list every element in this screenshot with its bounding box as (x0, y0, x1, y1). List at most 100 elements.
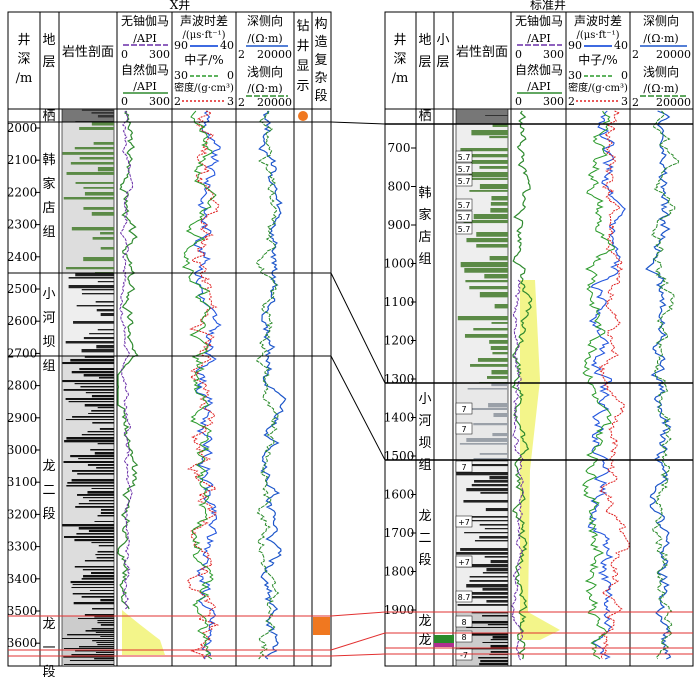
lithology-bed (97, 407, 114, 409)
sub-strata-box (455, 422, 473, 435)
lithology-bed (81, 109, 114, 111)
strata-label-char: 龙 (42, 617, 55, 632)
gamma-scale-min: 0 (121, 48, 128, 61)
sub-strata-label: 8.7 (458, 593, 471, 602)
lithology-bed (94, 452, 114, 455)
strata-label-char: 栖 (418, 109, 431, 124)
shallow-resistivity-curve (255, 110, 280, 660)
sub-strata-header-text: 层 (436, 55, 449, 70)
lithology-bed (457, 564, 508, 568)
strata-label-char: 小 (42, 287, 55, 302)
density-scale-max: 3 (621, 95, 628, 108)
strata-label-char: 组 (42, 225, 55, 240)
depth-tick-label: 2600 (7, 314, 38, 328)
lithology-bed (474, 540, 508, 542)
lithology-bed (489, 256, 508, 261)
neutron-curve (582, 110, 615, 660)
lithology-bed (66, 267, 114, 270)
lithology-bed (94, 521, 114, 522)
strata-label-char: 二 (42, 483, 55, 498)
lithology-bed (97, 281, 114, 283)
lithology-bed (79, 368, 114, 371)
lithology-bed (66, 485, 114, 487)
sonic-scale-max: 40 (220, 39, 234, 52)
lithology-bed (96, 642, 114, 643)
correlation-line (330, 355, 386, 461)
depth-tick-label: 2700 (7, 346, 38, 360)
sub-strata-box (455, 460, 473, 473)
lithology-bed (65, 419, 114, 421)
deep-resistivity-label: 深侧向 (643, 13, 679, 28)
depth-tick-label: 1500 (384, 449, 415, 463)
lithology-bed (68, 285, 114, 289)
lithology-bed (82, 569, 114, 571)
sub-strata-box (455, 590, 473, 603)
lithology-bed (74, 539, 114, 542)
lithology-bed (63, 648, 114, 649)
lithology-bed (460, 548, 508, 551)
lithology-bed (489, 654, 508, 656)
lithology-bed (97, 620, 114, 622)
uranium-free-gamma-curve (511, 279, 524, 661)
lithology-bed (91, 628, 114, 630)
strata-label-char: 河 (42, 311, 55, 326)
lithology-bed (81, 293, 114, 295)
lithology-bed (74, 383, 114, 385)
strata-header-text: 层 (418, 55, 431, 70)
lithology-bed (469, 576, 508, 578)
lithology-bed (476, 244, 508, 248)
drilling-show-marker (298, 111, 308, 121)
lithology-bed (484, 528, 508, 530)
lithology-bed (62, 152, 114, 155)
lithology-bed (62, 380, 114, 383)
lithology-bed (83, 187, 114, 189)
lithology-bed (97, 644, 114, 646)
gamma-scale-max: 300 (149, 95, 170, 108)
gamma-uranium-free-label: 无铀伽马 (121, 13, 169, 28)
density-scale-max: 3 (227, 95, 234, 108)
depth-tick-label: 3000 (7, 443, 38, 457)
lithology-bed (84, 192, 114, 196)
neutron-label: 中子/% (184, 52, 223, 67)
strata-label-char: 坝 (42, 335, 55, 350)
lithology-bed (81, 349, 114, 353)
sub-strata-box (455, 174, 473, 187)
lithology-bed (463, 500, 508, 503)
lithology-bed (72, 470, 114, 472)
lithology-bed (464, 268, 508, 273)
lithology-bed (100, 636, 114, 637)
lithology-bed (100, 509, 114, 511)
neutron-label: 中子/% (578, 52, 617, 67)
lithology-bed (456, 516, 508, 518)
lithology-bed (491, 370, 508, 375)
lithology-bed (465, 280, 508, 283)
lithology-bed (68, 277, 114, 279)
lithology-bed (492, 636, 508, 639)
lithology-bed (84, 614, 114, 616)
density-curve (598, 110, 630, 660)
lithology-bed (484, 556, 508, 558)
lithology-bed (470, 364, 508, 367)
lithology-bed (100, 313, 114, 317)
lithology-bed (63, 536, 114, 538)
lithology-bed (93, 142, 114, 145)
lithology-bed (75, 182, 114, 184)
strata-label-char: 店 (42, 201, 55, 216)
lithology-bed (482, 642, 508, 643)
lithology-bed (62, 638, 114, 639)
red-correlation-line (330, 632, 386, 651)
lithology-bed (100, 247, 114, 250)
formation-boundaries (8, 121, 693, 657)
lithology-bed (492, 352, 508, 355)
lithology-segment (455, 108, 509, 125)
lithology-bed (76, 305, 114, 307)
sonic-unit-label: /(μs·ft⁻¹) (183, 30, 226, 41)
lithology-bed (485, 115, 508, 116)
natural-gamma-curve (117, 110, 139, 610)
lithology-bed (96, 345, 114, 349)
lithology-bed (83, 575, 114, 578)
sub-strata-label: 7 (461, 405, 466, 414)
lithology-bed (62, 524, 114, 527)
